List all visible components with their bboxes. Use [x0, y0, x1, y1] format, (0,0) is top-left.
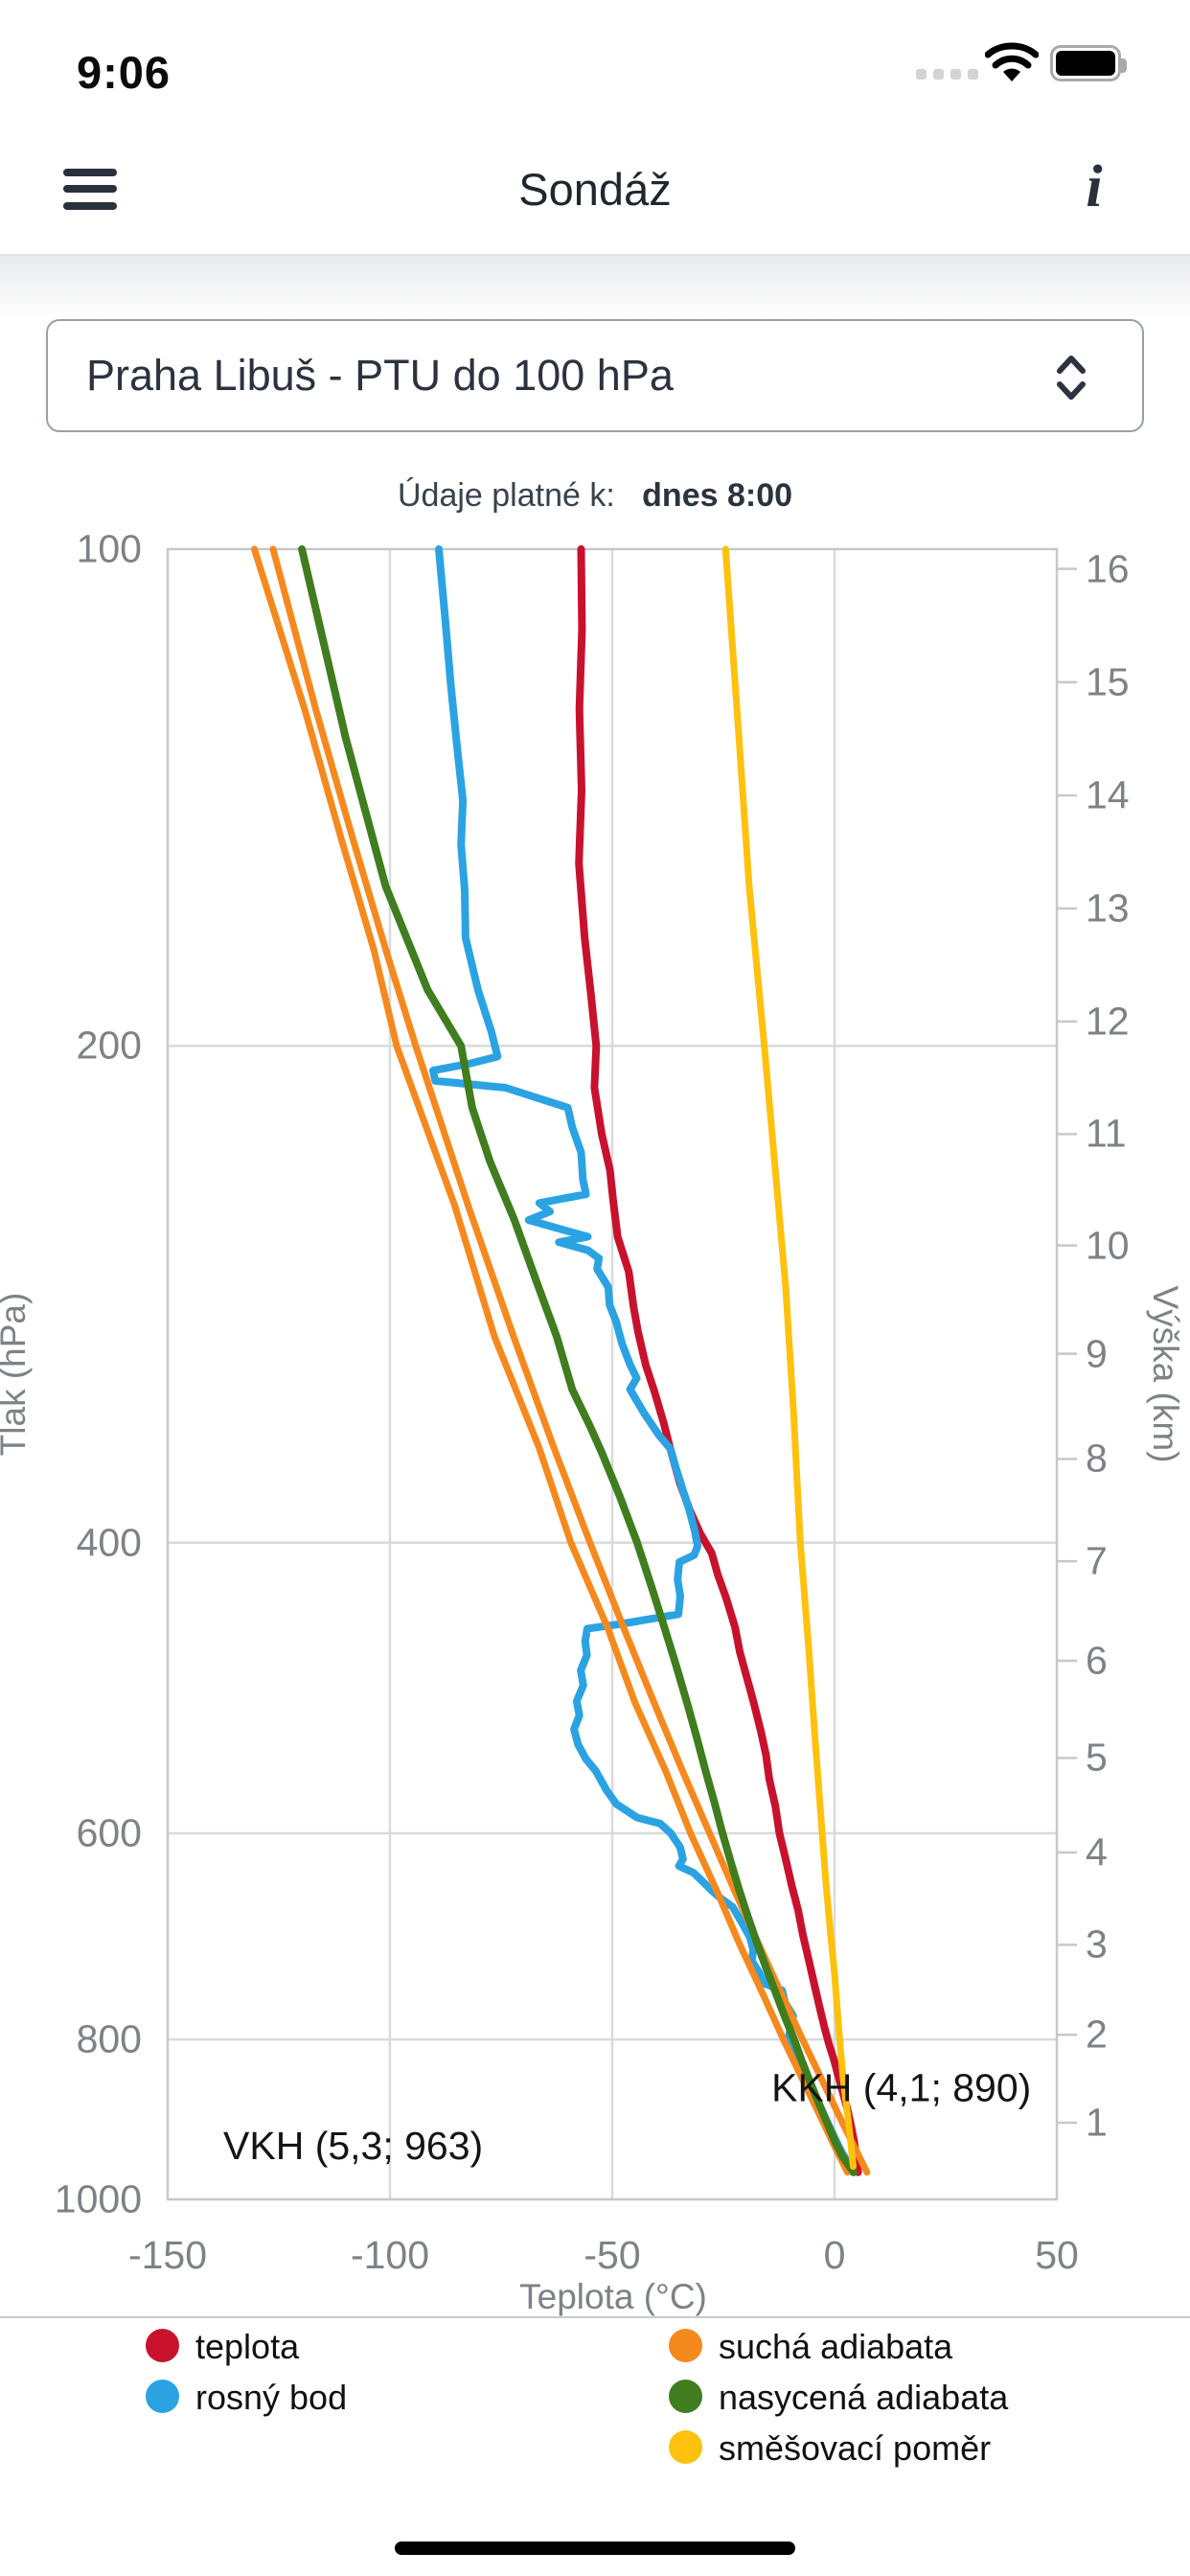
series-nasycená-adiabata — [298, 545, 858, 2176]
info-button[interactable]: i — [1086, 154, 1103, 219]
home-indicator[interactable] — [395, 2542, 795, 2555]
menu-button[interactable] — [63, 167, 117, 211]
legend-dot — [146, 2329, 179, 2362]
plot-border — [166, 547, 1059, 2201]
km-tick-label: 8 — [1086, 1436, 1108, 1481]
y-axis-title-left: Tlak (hPa) — [0, 1292, 33, 1457]
cellular-signal-icon — [916, 69, 978, 80]
series-suchá-adiabata-1 — [251, 545, 851, 2176]
km-tick-label: 2 — [1086, 2012, 1108, 2057]
km-tick-label: 4 — [1086, 1829, 1108, 1874]
km-tick-label: 6 — [1086, 1638, 1108, 1683]
pressure-tick-label: 200 — [76, 1023, 142, 1068]
temperature-tick-label: 50 — [1035, 2233, 1079, 2277]
km-tick-label: 14 — [1086, 772, 1130, 817]
km-tick-label: 13 — [1086, 886, 1130, 931]
km-tick-label: 1 — [1086, 2100, 1108, 2145]
km-tick-label: 12 — [1086, 999, 1130, 1044]
status-bar: 9:06 — [0, 0, 1190, 125]
km-tick-label: 5 — [1086, 1735, 1108, 1780]
km-tick-label: 16 — [1086, 546, 1130, 591]
header-divider — [0, 254, 1190, 319]
km-tick-label: 3 — [1086, 1921, 1108, 1966]
station-select-value: Praha Libuš - PTU do 100 hPa — [86, 351, 674, 400]
page-title: Sondáž — [518, 164, 672, 215]
km-tick-label: 11 — [1086, 1111, 1127, 1156]
validity-label: Údaje platné k: — [397, 477, 615, 514]
series-suchá-adiabata-2 — [269, 545, 871, 2176]
legend-label: nasycená adiabata — [719, 2378, 1009, 2417]
legend-dot — [669, 2380, 702, 2413]
pressure-tick-label: 1000 — [54, 2176, 142, 2221]
legend-label: směšovací poměr — [719, 2428, 992, 2468]
km-tick-label: 15 — [1086, 659, 1130, 704]
legend-label: suchá adiabata — [719, 2327, 953, 2366]
km-tick-label: 9 — [1086, 1331, 1108, 1376]
km-tick-label: 10 — [1086, 1223, 1130, 1268]
legend-label: rosný bod — [195, 2378, 348, 2417]
pressure-tick-label: 800 — [76, 2016, 142, 2061]
temperature-tick-label: 0 — [823, 2233, 846, 2277]
chart-annotation: KKH (4,1; 890) — [771, 2066, 1031, 2110]
battery-icon — [1050, 45, 1127, 81]
status-time: 9:06 — [76, 47, 172, 98]
pressure-tick-label: 400 — [76, 1520, 142, 1565]
legend-dot — [669, 2430, 702, 2464]
legend-label: teplota — [195, 2327, 300, 2366]
km-tick-label: 7 — [1086, 1538, 1108, 1583]
chart-annotation: VKH (5,3; 963) — [223, 2124, 483, 2168]
pressure-tick-label: 600 — [76, 1810, 142, 1855]
series-teplota — [575, 545, 862, 2176]
series-směšovací-poměr — [721, 545, 857, 2171]
temperature-tick-label: -100 — [350, 2233, 430, 2277]
x-axis-title: Teplota (°C) — [519, 2277, 707, 2316]
legend-dot — [146, 2380, 179, 2413]
wifi-icon — [984, 42, 1040, 87]
series-rosný-bod — [429, 545, 858, 2176]
legend-dot — [669, 2329, 702, 2362]
validity-text: Údaje platné k: dnes 8:00 — [0, 477, 1190, 515]
legend-divider — [0, 2316, 1190, 2318]
y-axis-title-right: Výška (km) — [1146, 1285, 1185, 1463]
header: Sondáž i — [0, 125, 1190, 254]
temperature-tick-label: -150 — [127, 2233, 208, 2277]
chevron-updown-icon — [1057, 356, 1086, 400]
pressure-tick-label: 100 — [76, 526, 142, 571]
temperature-tick-label: -50 — [584, 2233, 641, 2277]
station-select[interactable]: Praha Libuš - PTU do 100 hPa — [46, 319, 1144, 432]
validity-value: dnes 8:00 — [642, 477, 793, 514]
